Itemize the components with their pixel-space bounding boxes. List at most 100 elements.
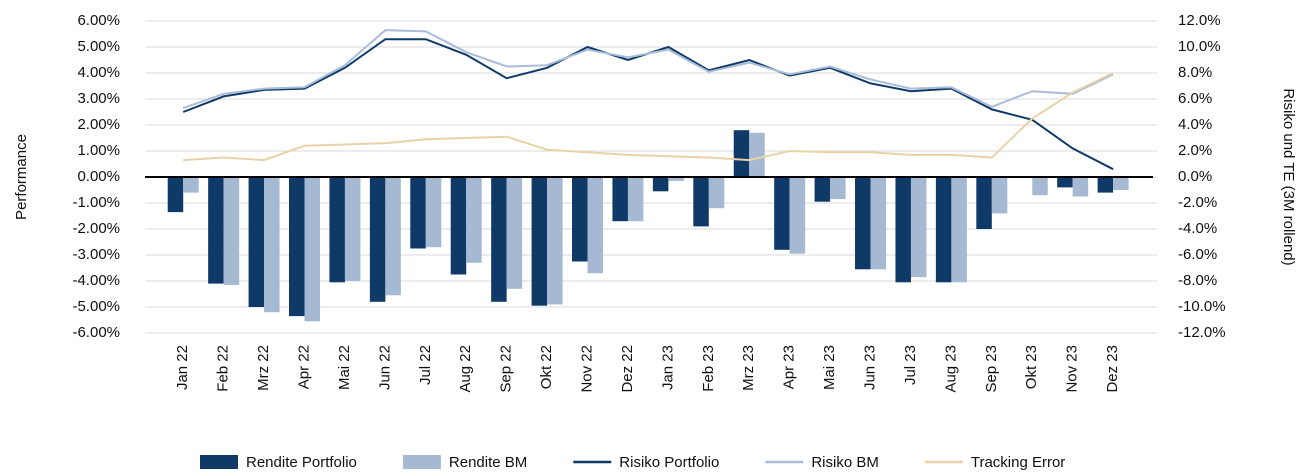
- bar: [183, 177, 199, 193]
- legend-swatch: [402, 455, 441, 469]
- y2-tick-label: 4.0%: [1178, 116, 1212, 133]
- y2-tick-label: -2.0%: [1178, 194, 1217, 211]
- bar: [329, 177, 345, 283]
- x-tick-label: Jan 22: [174, 345, 191, 390]
- x-tick-label: Mrz 22: [255, 345, 272, 391]
- bar: [369, 177, 386, 302]
- bar: [951, 177, 967, 283]
- x-tick-label: Feb 22: [215, 345, 232, 392]
- bar: [410, 177, 426, 249]
- x-tick-label: Sep 23: [983, 345, 1000, 393]
- bar: [895, 177, 911, 283]
- x-tick-label: Nov 23: [1064, 345, 1081, 393]
- bar: [870, 177, 887, 270]
- line: [183, 72, 1114, 162]
- bar: [208, 177, 224, 284]
- y-tick-label: -5.00%: [72, 298, 120, 315]
- bar: [289, 177, 305, 317]
- bar: [749, 132, 765, 177]
- x-tick-label: Mrz 23: [740, 345, 757, 391]
- y2-tick-label: 10.0%: [1178, 38, 1221, 55]
- bar: [385, 177, 401, 296]
- y2-tick-label: 12.0%: [1178, 12, 1221, 29]
- bar: [1097, 177, 1114, 193]
- y-tick-label: 3.00%: [77, 90, 120, 107]
- bar: [774, 177, 790, 250]
- x-tick-label: Apr 23: [781, 345, 798, 389]
- bar: [935, 177, 952, 283]
- bar: [855, 177, 871, 270]
- bar: [789, 177, 806, 254]
- bar: [344, 177, 361, 281]
- bar: [652, 177, 669, 192]
- legend-label: Risiko BM: [811, 454, 879, 471]
- y2-tick-label: -10.0%: [1178, 298, 1226, 315]
- y2-tick-label: 6.0%: [1178, 90, 1212, 107]
- x-tick-label: Dez 23: [1104, 345, 1121, 393]
- y-tick-label: 5.00%: [77, 38, 120, 55]
- y-tick-label: 6.00%: [77, 12, 120, 29]
- bar: [910, 177, 927, 278]
- y2-tick-label: -8.0%: [1178, 272, 1217, 289]
- y-tick-label: 0.00%: [77, 168, 120, 185]
- bar: [830, 177, 846, 200]
- bar: [531, 177, 548, 306]
- x-tick-label: Nov 22: [578, 345, 595, 393]
- bar: [572, 177, 588, 262]
- x-tick-label: Jul 22: [417, 345, 434, 385]
- bar: [304, 177, 321, 322]
- bar: [450, 177, 467, 275]
- bar: [425, 177, 442, 248]
- bar: [167, 177, 184, 213]
- bar: [223, 177, 240, 285]
- bar: [547, 177, 563, 305]
- line: [182, 38, 1114, 171]
- y-tick-label: -2.00%: [72, 220, 120, 237]
- x-tick-label: Apr 22: [295, 345, 312, 389]
- bar: [1072, 177, 1089, 197]
- bar: [264, 177, 280, 313]
- legend-label: Tracking Error: [971, 454, 1065, 471]
- bar: [976, 177, 992, 229]
- y2-tick-label: 0.0%: [1178, 168, 1212, 185]
- bar: [668, 177, 684, 181]
- x-tick-label: Aug 22: [457, 345, 474, 393]
- bar: [1113, 177, 1129, 190]
- bar: [1032, 177, 1048, 196]
- bar: [1057, 177, 1073, 188]
- x-tick-label: Jan 23: [659, 345, 676, 390]
- legend-label: Rendite BM: [449, 454, 527, 471]
- y2-tick-label: -12.0%: [1178, 324, 1226, 341]
- x-tick-label: Jul 23: [902, 345, 919, 385]
- legend-swatch: [200, 455, 238, 469]
- line: [182, 29, 1114, 110]
- y2-tick-label: 8.0%: [1178, 64, 1212, 81]
- x-tick-label: Aug 23: [942, 345, 959, 393]
- bar: [708, 177, 725, 209]
- bar: [612, 177, 628, 222]
- x-tick-label: Jun 22: [376, 345, 393, 390]
- bar: [991, 177, 1008, 214]
- y2-tick-label: -4.0%: [1178, 220, 1217, 237]
- x-tick-label: Mai 23: [821, 345, 838, 390]
- bar: [466, 177, 482, 263]
- bar: [587, 177, 604, 274]
- legend-label: Rendite Portfolio: [246, 454, 357, 471]
- x-tick-label: Okt 22: [538, 345, 555, 389]
- y-tick-label: -3.00%: [72, 246, 120, 263]
- x-tick-label: Dez 22: [619, 345, 636, 393]
- y-tick-label: -1.00%: [72, 194, 120, 211]
- x-tick-label: Jun 23: [861, 345, 878, 390]
- x-tick-label: Okt 23: [1023, 345, 1040, 389]
- x-tick-label: Feb 23: [700, 345, 717, 392]
- y-tick-label: -4.00%: [72, 272, 120, 289]
- y2-axis-title: Risiko und TE (3M rollend): [1280, 88, 1297, 265]
- y2-tick-label: -6.0%: [1178, 246, 1217, 263]
- y2-tick-label: 2.0%: [1178, 142, 1212, 159]
- y-axis-title: Performance: [13, 134, 30, 220]
- bar: [627, 177, 644, 222]
- bar: [733, 130, 750, 177]
- y-tick-label: -6.00%: [72, 324, 120, 341]
- bar: [506, 177, 523, 289]
